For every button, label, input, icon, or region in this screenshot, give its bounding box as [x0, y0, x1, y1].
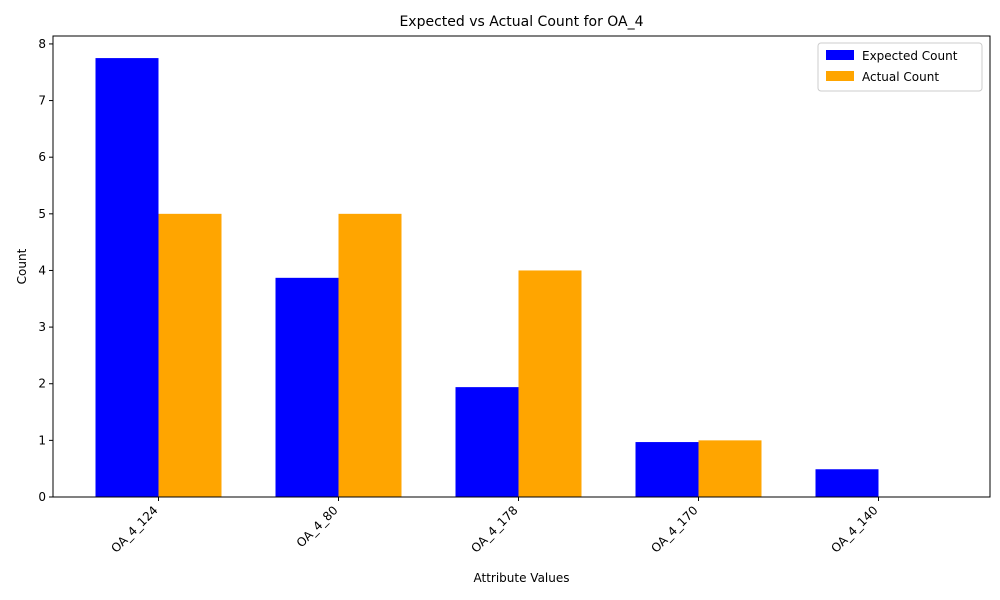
- bar-expected-count-oa-4-80: [275, 277, 339, 497]
- legend: Expected Count Actual Count: [817, 42, 983, 92]
- x-tick-label: OA_4_140: [828, 503, 880, 555]
- x-tick-label: OA_4_80: [294, 503, 341, 550]
- y-tick-label: 7: [38, 94, 46, 108]
- bar-actual-count-oa-4-80: [338, 213, 402, 498]
- y-tick-label: 5: [38, 207, 46, 221]
- x-axis: OA_4_124 OA_4_80 OA_4_178 OA_4_170 OA_4_140: [108, 497, 881, 556]
- bar-expected-count-oa-4-124: [95, 58, 159, 498]
- y-tick-label: 8: [38, 37, 46, 51]
- legend-label: Actual Count: [862, 70, 939, 84]
- y-tick-label: 2: [38, 377, 46, 391]
- bar-expected-count-oa-4-140: [815, 469, 879, 497]
- y-axis-label: Count: [15, 248, 29, 284]
- bar-actual-count-oa-4-178: [518, 270, 582, 497]
- y-tick-label: 4: [38, 263, 46, 277]
- x-axis-label: Attribute Values: [473, 571, 569, 585]
- legend-swatch: [826, 50, 854, 60]
- y-tick-label: 6: [38, 150, 46, 164]
- plot-frame: [52, 35, 991, 498]
- bar-actual-count-oa-4-124: [158, 213, 222, 498]
- y-tick-label: 3: [38, 320, 46, 334]
- y-tick-label: 0: [38, 490, 46, 504]
- x-tick-label: OA_4_178: [468, 503, 520, 555]
- x-tick-label: OA_4_124: [108, 503, 160, 555]
- legend-box: [817, 42, 983, 92]
- legend-label: Expected Count: [862, 49, 958, 63]
- x-tick-label: OA_4_170: [648, 503, 700, 555]
- legend-swatch: [826, 71, 854, 81]
- chart-title: Expected vs Actual Count for OA_4: [399, 14, 643, 30]
- plot-area: [52, 35, 991, 498]
- y-axis: 0 1 2 3 4 5 6 7 8: [38, 37, 53, 504]
- bar-expected-count-oa-4-170: [635, 442, 699, 497]
- y-tick-label: 1: [38, 433, 46, 447]
- bar-expected-count-oa-4-178: [455, 387, 519, 497]
- bar-actual-count-oa-4-170: [698, 440, 762, 497]
